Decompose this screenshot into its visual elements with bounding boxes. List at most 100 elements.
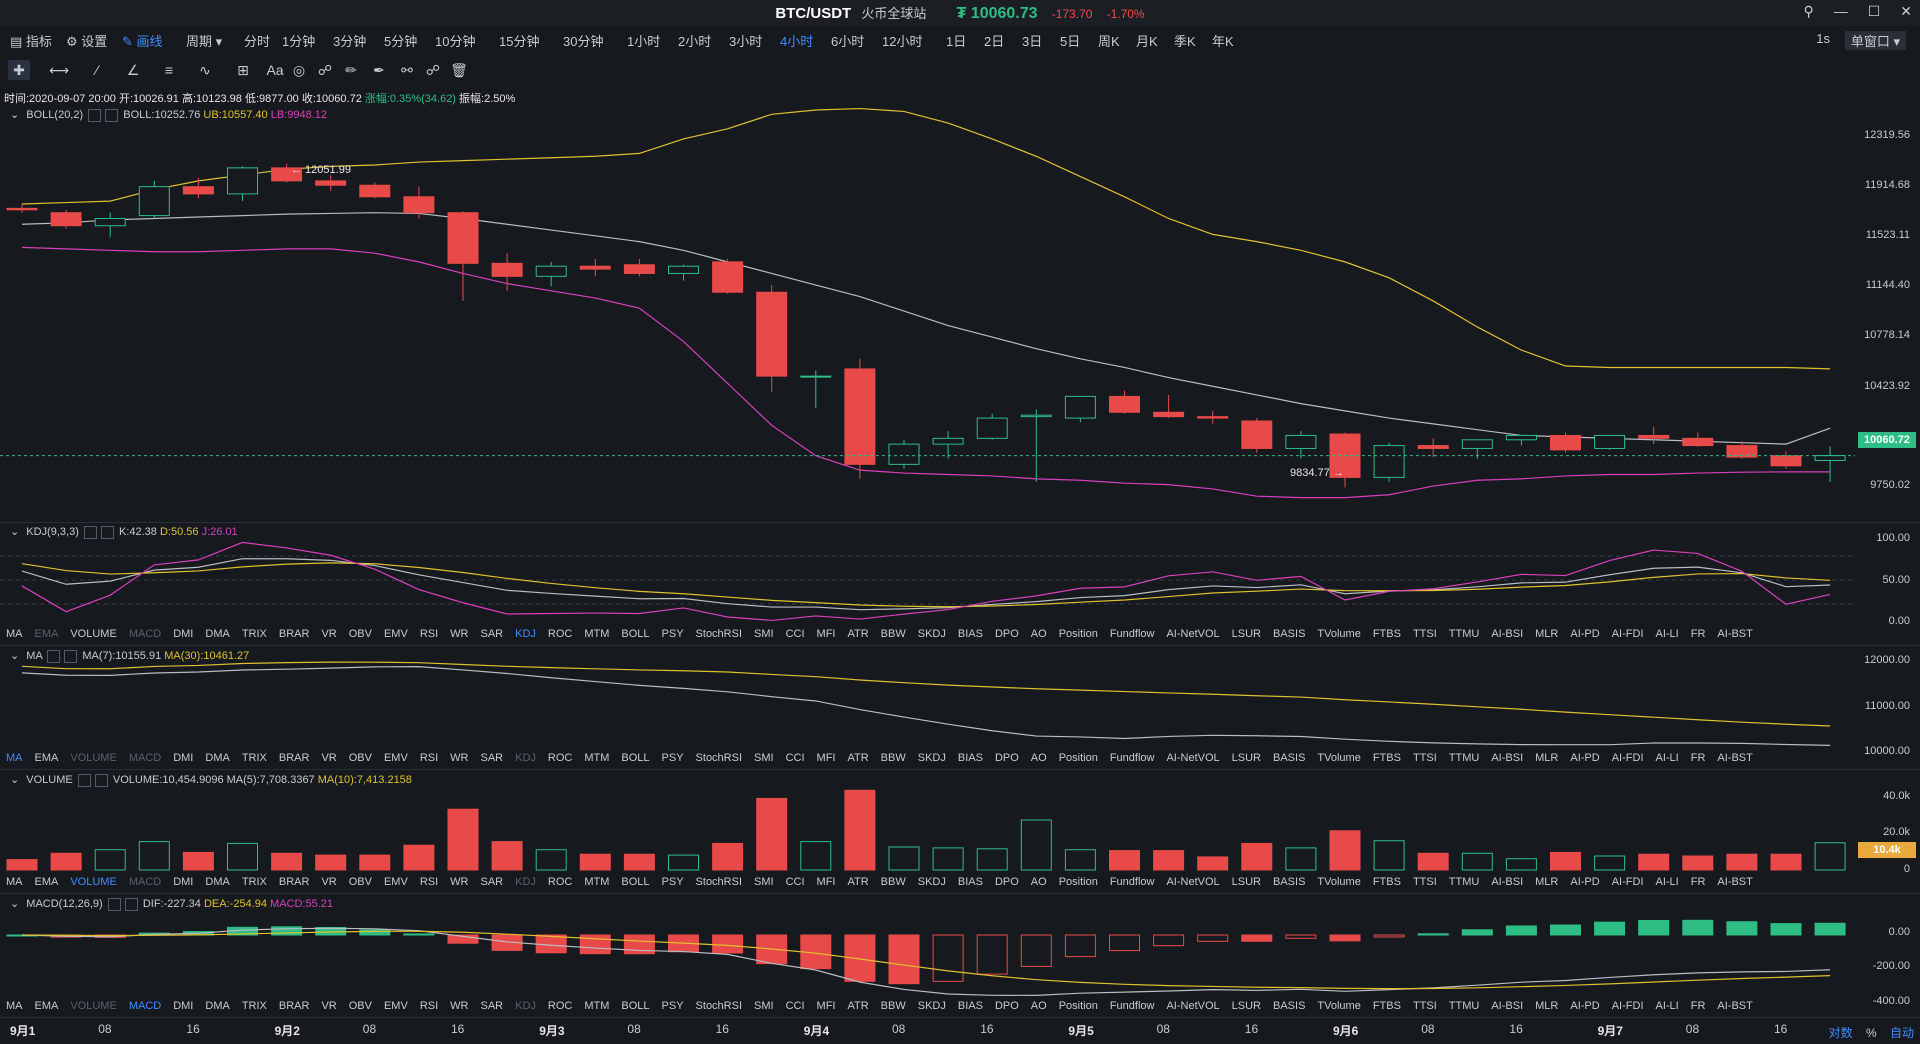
- indicator-tab-skdj[interactable]: SKDJ: [917, 628, 946, 640]
- indicator-tab-dma[interactable]: DMA: [205, 628, 230, 640]
- ruler-tool-icon[interactable]: ✏: [345, 62, 357, 78]
- ma-close-icon[interactable]: [64, 649, 78, 663]
- indicator-tab-ftbs[interactable]: FTBS: [1372, 1000, 1401, 1012]
- indicator-tab-atr[interactable]: ATR: [847, 876, 869, 888]
- indicator-tab-dma[interactable]: DMA: [205, 1000, 230, 1012]
- indicator-tab-ao[interactable]: AO: [1030, 876, 1047, 888]
- indicator-tab-kdj[interactable]: KDJ: [515, 876, 536, 888]
- period-dropdown[interactable]: 周期 ▾: [186, 34, 223, 49]
- indicator-tab-lsur[interactable]: LSUR: [1231, 752, 1261, 764]
- interval-6[interactable]: 30分钟: [563, 34, 604, 49]
- indicator-tab-emv[interactable]: EMV: [383, 752, 408, 764]
- crosshair-tool-icon[interactable]: ✚: [8, 60, 30, 80]
- indicator-tab-fr[interactable]: FR: [1690, 628, 1706, 640]
- indicator-tab-wr[interactable]: WR: [450, 752, 469, 764]
- indicator-tab-fundflow[interactable]: Fundflow: [1109, 628, 1155, 640]
- refresh-rate[interactable]: 1s: [1816, 31, 1830, 46]
- indicator-tab-macd[interactable]: MACD: [128, 752, 162, 764]
- indicator-tab-volume[interactable]: VOLUME: [70, 1000, 117, 1012]
- indicator-tab-mfi[interactable]: MFI: [816, 628, 836, 640]
- volume-close-icon[interactable]: [94, 773, 108, 787]
- indicator-tab-trix[interactable]: TRIX: [241, 876, 267, 888]
- indicator-tab-fr[interactable]: FR: [1690, 876, 1706, 888]
- indicator-tab-tvolume[interactable]: TVolume: [1317, 752, 1361, 764]
- indicator-tab-cci[interactable]: CCI: [785, 876, 805, 888]
- indicator-tab-ai-li[interactable]: AI-LI: [1655, 876, 1679, 888]
- indicator-tab-kdj[interactable]: KDJ: [515, 628, 536, 640]
- indicator-tab-skdj[interactable]: SKDJ: [917, 1000, 946, 1012]
- indicator-tab-sar[interactable]: SAR: [480, 876, 504, 888]
- volume-settings-icon[interactable]: [77, 773, 91, 787]
- indicator-tab-fundflow[interactable]: Fundflow: [1109, 752, 1155, 764]
- indicator-tab-basis[interactable]: BASIS: [1273, 752, 1306, 764]
- indicator-tab-dpo[interactable]: DPO: [994, 752, 1019, 764]
- indicator-tab-fr[interactable]: FR: [1690, 752, 1706, 764]
- indicator-tab-roc[interactable]: ROC: [547, 876, 573, 888]
- indicator-tab-wr[interactable]: WR: [450, 876, 469, 888]
- indicator-tab-dpo[interactable]: DPO: [994, 876, 1019, 888]
- indicator-tab-ai-bst[interactable]: AI-BST: [1717, 1000, 1753, 1012]
- interval-8[interactable]: 2小时: [678, 34, 712, 49]
- indicator-tab-kdj[interactable]: KDJ: [515, 752, 536, 764]
- indicator-tab-position[interactable]: Position: [1058, 628, 1098, 640]
- indicator-tab-mfi[interactable]: MFI: [816, 752, 836, 764]
- interval-4[interactable]: 10分钟: [435, 34, 476, 49]
- indicator-tab-atr[interactable]: ATR: [847, 628, 869, 640]
- indicator-tab-ai-fdi[interactable]: AI-FDI: [1611, 752, 1644, 764]
- indicator-button[interactable]: ▤ 指标: [10, 34, 52, 49]
- indicator-tab-bias[interactable]: BIAS: [957, 628, 983, 640]
- indicator-tab-ttmu[interactable]: TTMU: [1448, 876, 1480, 888]
- macd-close-icon[interactable]: [124, 897, 138, 911]
- indicator-tab-ttsi[interactable]: TTSI: [1412, 876, 1437, 888]
- indicator-tab-ftbs[interactable]: FTBS: [1372, 876, 1401, 888]
- indicator-tab-bias[interactable]: BIAS: [957, 1000, 983, 1012]
- indicator-tab-macd[interactable]: MACD: [128, 876, 162, 888]
- collapse-icon[interactable]: ⌄: [10, 898, 20, 910]
- indicator-tab-ai-li[interactable]: AI-LI: [1655, 628, 1679, 640]
- indicator-tab-ai-fdi[interactable]: AI-FDI: [1611, 1000, 1644, 1012]
- indicator-tab-mfi[interactable]: MFI: [816, 876, 836, 888]
- interval-9[interactable]: 3小时: [729, 34, 763, 49]
- auto-scale-button[interactable]: 自动: [1889, 1026, 1914, 1040]
- horizontal-line-tool-icon[interactable]: ⟷: [48, 62, 70, 78]
- text-tool-icon[interactable]: Aa: [266, 62, 284, 78]
- indicator-tab-basis[interactable]: BASIS: [1273, 628, 1306, 640]
- indicator-tab-ai-bsi[interactable]: AI-BSI: [1491, 628, 1524, 640]
- indicator-tab-dmi[interactable]: DMI: [173, 1000, 194, 1012]
- indicator-tab-psy[interactable]: PSY: [661, 876, 684, 888]
- indicator-tab-fundflow[interactable]: Fundflow: [1109, 876, 1155, 888]
- boll-close-icon[interactable]: [105, 108, 119, 122]
- indicator-tab-ema[interactable]: EMA: [34, 752, 59, 764]
- indicator-tab-emv[interactable]: EMV: [383, 1000, 408, 1012]
- indicator-tab-atr[interactable]: ATR: [847, 752, 869, 764]
- collapse-icon[interactable]: ⌄: [10, 774, 20, 786]
- indicator-tab-emv[interactable]: EMV: [383, 628, 408, 640]
- interval-18[interactable]: 月K: [1136, 34, 1158, 49]
- kdj-settings-icon[interactable]: [83, 525, 97, 539]
- indicator-tab-ao[interactable]: AO: [1030, 628, 1047, 640]
- indicator-tab-ma[interactable]: MA: [6, 628, 23, 640]
- fibonacci-tool-icon[interactable]: ≡: [164, 62, 174, 78]
- indicator-tab-roc[interactable]: ROC: [547, 628, 573, 640]
- angle-tool-icon[interactable]: ∠: [126, 62, 140, 78]
- interval-19[interactable]: 季K: [1174, 34, 1196, 49]
- indicator-tab-ema[interactable]: EMA: [34, 628, 59, 640]
- indicator-tab-obv[interactable]: OBV: [348, 1000, 372, 1012]
- indicator-tab-vr[interactable]: VR: [321, 752, 337, 764]
- settings-button[interactable]: ⚙ 设置: [66, 34, 108, 49]
- minimize-icon[interactable]: —: [1833, 3, 1848, 19]
- indicator-tab-ai-bsi[interactable]: AI-BSI: [1491, 752, 1524, 764]
- indicator-tab-cci[interactable]: CCI: [785, 1000, 805, 1012]
- interval-12[interactable]: 12小时: [882, 34, 923, 49]
- indicator-tab-fr[interactable]: FR: [1690, 1000, 1706, 1012]
- ma-settings-icon[interactable]: [47, 649, 61, 663]
- indicator-tab-rsi[interactable]: RSI: [419, 876, 439, 888]
- interval-17[interactable]: 周K: [1098, 34, 1120, 49]
- indicator-tab-ai-fdi[interactable]: AI-FDI: [1611, 628, 1644, 640]
- indicator-tab-ai-bst[interactable]: AI-BST: [1717, 752, 1753, 764]
- indicator-tab-bbw[interactable]: BBW: [880, 1000, 906, 1012]
- collapse-icon[interactable]: ⌄: [10, 109, 20, 121]
- indicator-tab-cci[interactable]: CCI: [785, 628, 805, 640]
- indicator-tab-mlr[interactable]: MLR: [1535, 752, 1559, 764]
- indicator-tab-rsi[interactable]: RSI: [419, 1000, 439, 1012]
